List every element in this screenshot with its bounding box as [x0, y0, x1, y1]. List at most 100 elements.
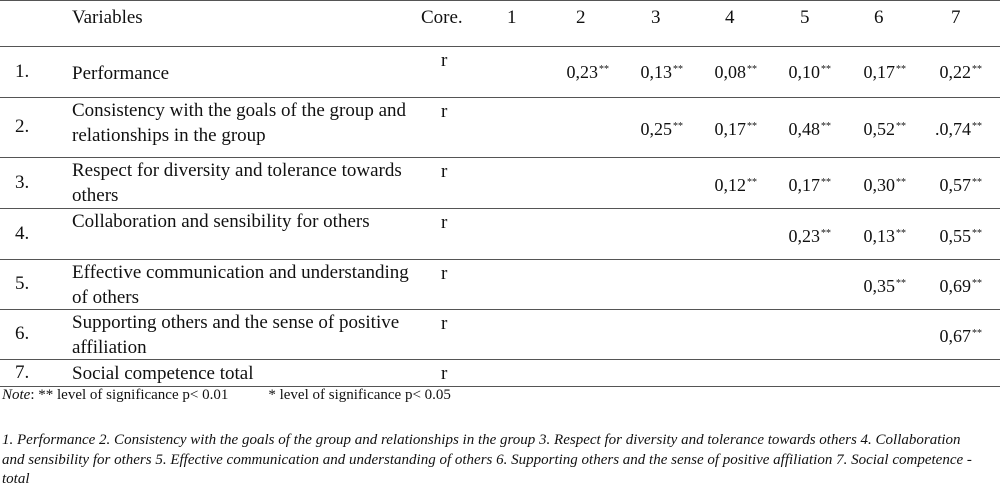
correlation-number: 0,17 — [788, 175, 821, 195]
correlation-value: 0,35** — [864, 276, 907, 297]
table-rule — [0, 208, 1000, 209]
correlation-number: 0,55 — [939, 226, 972, 246]
significance-mark: ** — [896, 177, 906, 188]
row-statistic: r — [441, 263, 448, 284]
row-statistic: r — [441, 363, 448, 384]
row-variable-label: Effective communication and understandin… — [72, 262, 409, 308]
header-col-7: 7 — [951, 7, 961, 28]
correlation-number: 0,13 — [863, 226, 896, 246]
correlation-value: 0,22** — [940, 62, 983, 83]
significance-mark: ** — [821, 177, 831, 188]
correlation-value: 0,13** — [864, 226, 907, 247]
table-rule — [0, 157, 1000, 158]
correlation-number: 0,17 — [714, 119, 747, 139]
correlation-value: 0,13** — [641, 62, 684, 83]
row-number: 2. — [15, 116, 30, 137]
correlation-number: 0,57 — [939, 175, 972, 195]
row-statistic: r — [441, 212, 448, 233]
correlation-value: 0,17** — [715, 119, 758, 140]
note-significance-05: * level of significance p< 0.05 — [268, 387, 451, 403]
significance-mark: ** — [972, 64, 982, 75]
correlation-value: 0,23** — [789, 226, 832, 247]
correlation-value: .0,74** — [935, 119, 982, 140]
note-label: Note — [2, 387, 31, 403]
header-variables: Variables — [72, 7, 143, 28]
correlation-number: 0,35 — [863, 276, 896, 296]
significance-mark: ** — [747, 177, 757, 188]
table-rule — [0, 309, 1000, 310]
significance-mark: ** — [972, 228, 982, 239]
significance-mark: ** — [673, 121, 683, 132]
correlation-number: 0,48 — [788, 119, 821, 139]
correlation-number: 0,17 — [863, 62, 896, 82]
table-note: Note: ** level of significance p< 0.01 * … — [2, 387, 451, 404]
header-col-1: 1 — [507, 7, 517, 28]
row-variable-label: Supporting others and the sense of posit… — [72, 312, 400, 358]
table-rule — [0, 0, 1000, 1]
significance-mark: ** — [599, 64, 609, 75]
correlation-number: .0,74 — [935, 119, 971, 139]
row-number: 5. — [15, 273, 30, 294]
row-variable-label: Social competence total — [72, 363, 254, 384]
header-core: Core. — [421, 7, 463, 28]
correlation-number: 0,23 — [566, 62, 599, 82]
row-number: 3. — [15, 172, 30, 193]
correlation-value: 0,17** — [864, 62, 907, 83]
correlation-value: 0,10** — [789, 62, 832, 83]
row-variable-label: Respect for diversity and tolerance towa… — [72, 160, 402, 206]
significance-mark: ** — [821, 228, 831, 239]
significance-mark: ** — [896, 64, 906, 75]
correlation-number: 0,23 — [788, 226, 821, 246]
row-statistic: r — [441, 101, 448, 122]
significance-mark: ** — [747, 121, 757, 132]
significance-mark: ** — [972, 121, 982, 132]
correlation-value: 0,55** — [940, 226, 983, 247]
correlation-number: 0,67 — [939, 326, 972, 346]
significance-mark: ** — [821, 121, 831, 132]
correlation-value: 0,67** — [940, 326, 983, 347]
note-significance-01: : ** level of significance p< 0.01 — [30, 387, 229, 403]
correlation-value: 0,30** — [864, 175, 907, 196]
significance-mark: ** — [896, 278, 906, 289]
correlation-number: 0,69 — [939, 276, 972, 296]
row-statistic: r — [441, 313, 448, 334]
row-statistic: r — [441, 161, 448, 182]
row-number: 6. — [15, 323, 30, 344]
significance-mark: ** — [972, 328, 982, 339]
correlation-number: 0,22 — [939, 62, 972, 82]
header-col-2: 2 — [576, 7, 586, 28]
row-variable-label: Performance — [72, 63, 170, 84]
table-rule — [0, 359, 1000, 360]
correlation-number: 0,12 — [714, 175, 747, 195]
correlation-number: 0,25 — [640, 119, 673, 139]
row-number: 1. — [15, 61, 30, 82]
significance-mark: ** — [896, 228, 906, 239]
significance-mark: ** — [972, 177, 982, 188]
correlation-value: 0,23** — [567, 62, 610, 83]
correlation-value: 0,12** — [715, 175, 758, 196]
correlation-number: 0,10 — [788, 62, 821, 82]
variable-legend: 1. Performance 2. Consistency with the g… — [2, 432, 972, 487]
row-variable-label: Collaboration and sensibility for others — [72, 211, 370, 232]
correlation-value: 0,52** — [864, 119, 907, 140]
significance-mark: ** — [747, 64, 757, 75]
table-rule — [0, 46, 1000, 47]
header-col-6: 6 — [874, 7, 884, 28]
correlation-value: 0,48** — [789, 119, 832, 140]
header-col-3: 3 — [651, 7, 661, 28]
correlation-number: 0,13 — [640, 62, 673, 82]
significance-mark: ** — [673, 64, 683, 75]
correlation-value: 0,17** — [789, 175, 832, 196]
table-rule — [0, 259, 1000, 260]
significance-mark: ** — [821, 64, 831, 75]
row-number: 4. — [15, 223, 30, 244]
significance-mark: ** — [972, 278, 982, 289]
correlation-value: 0,57** — [940, 175, 983, 196]
correlation-value: 0,69** — [940, 276, 983, 297]
correlation-value: 0,25** — [641, 119, 684, 140]
significance-mark: ** — [896, 121, 906, 132]
correlation-number: 0,30 — [863, 175, 896, 195]
header-col-4: 4 — [725, 7, 735, 28]
correlation-number: 0,08 — [714, 62, 747, 82]
correlation-value: 0,08** — [715, 62, 758, 83]
